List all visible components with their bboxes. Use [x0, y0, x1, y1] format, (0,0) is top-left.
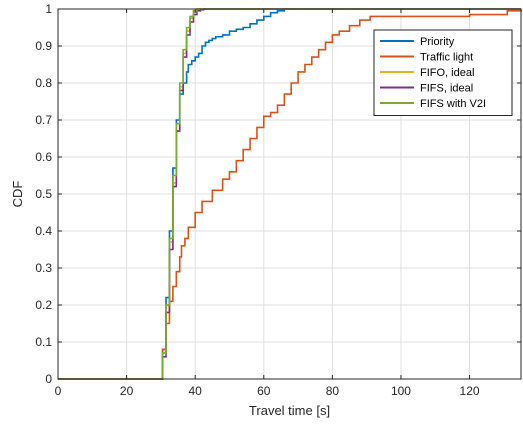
y-tick-label: 0.1 — [35, 335, 52, 349]
y-tick-label: 0 — [45, 372, 52, 386]
series-layer — [58, 8, 522, 380]
series-line-4 — [58, 8, 521, 380]
legend-label: Traffic light — [420, 52, 473, 64]
y-tick-label: 0.4 — [35, 224, 52, 238]
x-tick-label: 60 — [257, 384, 271, 398]
x-tick-label: 20 — [120, 384, 134, 398]
legend-label: FIFS with V2I — [420, 98, 486, 110]
legend-label: FIFO, ideal — [420, 67, 474, 79]
legend-label: FIFS, ideal — [420, 83, 473, 95]
y-tick-label: 0.5 — [35, 187, 52, 201]
x-tick-label: 0 — [55, 384, 62, 398]
series-line-0 — [58, 8, 521, 380]
y-tick-label: 0.3 — [35, 261, 52, 275]
x-axis-title: Travel time [s] — [249, 403, 330, 418]
y-tick-label: 1 — [45, 2, 52, 16]
legend: Priority Traffic light FIFO, ideal FIFS, id… — [373, 29, 513, 116]
x-tick-label: 80 — [326, 384, 340, 398]
x-tick-label: 40 — [189, 384, 203, 398]
y-tick-label: 0.2 — [35, 298, 52, 312]
x-tick-label: 100 — [391, 384, 411, 398]
ticks: 0 20 40 60 80 100 120 0 0.1 0.2 0.3 0.4 0.5 0.6 0.7 0.8… — [35, 2, 521, 398]
y-axis-title: CDF — [10, 181, 25, 208]
series-line-1 — [58, 9, 522, 380]
legend-label: Priority — [420, 36, 455, 48]
y-tick-label: 0.8 — [35, 76, 52, 90]
y-tick-label: 0.6 — [35, 150, 52, 164]
y-tick-label: 0.7 — [35, 113, 52, 127]
y-tick-label: 0.9 — [35, 39, 52, 53]
x-tick-label: 120 — [460, 384, 480, 398]
